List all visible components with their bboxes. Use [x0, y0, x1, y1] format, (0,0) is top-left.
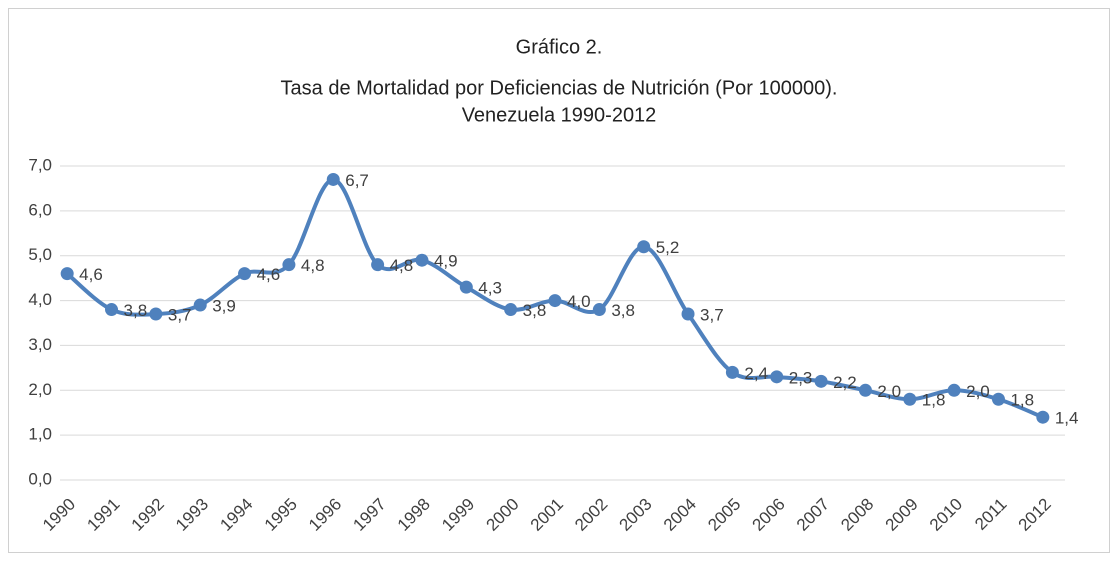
marker	[238, 267, 252, 281]
marker	[371, 258, 385, 272]
marker	[947, 383, 961, 397]
data-label: 2,3	[789, 368, 813, 387]
data-label: 3,8	[124, 301, 148, 320]
chart-title: Venezuela 1990-2012	[462, 104, 657, 126]
marker	[1036, 410, 1050, 424]
marker	[548, 294, 562, 308]
data-label: 4,6	[257, 265, 281, 284]
marker	[903, 392, 917, 406]
y-tick-label: 7,0	[28, 155, 52, 174]
marker	[193, 298, 207, 312]
data-label: 4,6	[79, 265, 103, 284]
data-label: 3,7	[700, 306, 724, 325]
data-label: 1,4	[1055, 409, 1079, 428]
data-label: 1,8	[922, 391, 946, 410]
marker	[725, 365, 739, 379]
marker	[60, 267, 74, 281]
data-label: 4,9	[434, 252, 458, 271]
data-label: 6,7	[345, 171, 369, 190]
data-label: 2,2	[833, 373, 857, 392]
chart-border	[8, 8, 1110, 553]
marker	[282, 258, 296, 272]
marker	[504, 303, 518, 317]
y-tick-label: 5,0	[28, 245, 52, 264]
marker	[149, 307, 163, 321]
marker	[415, 253, 429, 267]
marker	[858, 383, 872, 397]
data-label: 3,7	[168, 306, 192, 325]
data-label: 1,8	[1010, 391, 1034, 410]
data-label: 4,0	[567, 292, 591, 311]
chart-title: Gráfico 2.	[516, 36, 603, 58]
y-tick-label: 1,0	[28, 425, 52, 444]
data-label: 3,8	[611, 301, 635, 320]
marker	[637, 240, 651, 254]
y-tick-label: 2,0	[28, 380, 52, 399]
marker	[592, 303, 606, 317]
data-label: 3,8	[523, 301, 547, 320]
marker	[814, 374, 828, 388]
data-label: 2,0	[966, 382, 990, 401]
marker	[991, 392, 1005, 406]
y-tick-label: 6,0	[28, 200, 52, 219]
data-label: 5,2	[656, 238, 680, 257]
y-tick-label: 4,0	[28, 290, 52, 309]
marker	[326, 172, 340, 186]
data-label: 2,4	[744, 364, 768, 383]
y-tick-label: 3,0	[28, 335, 52, 354]
marker	[459, 280, 473, 294]
data-label: 4,8	[301, 256, 325, 275]
data-label: 4,3	[478, 279, 502, 298]
marker	[770, 370, 784, 384]
data-label: 2,0	[877, 382, 901, 401]
data-label: 4,8	[390, 256, 414, 275]
marker	[105, 303, 119, 317]
marker	[681, 307, 695, 321]
data-label: 3,9	[212, 297, 236, 316]
y-tick-label: 0,0	[28, 469, 52, 488]
chart-title: Tasa de Mortalidad por Deficiencias de N…	[281, 77, 838, 99]
